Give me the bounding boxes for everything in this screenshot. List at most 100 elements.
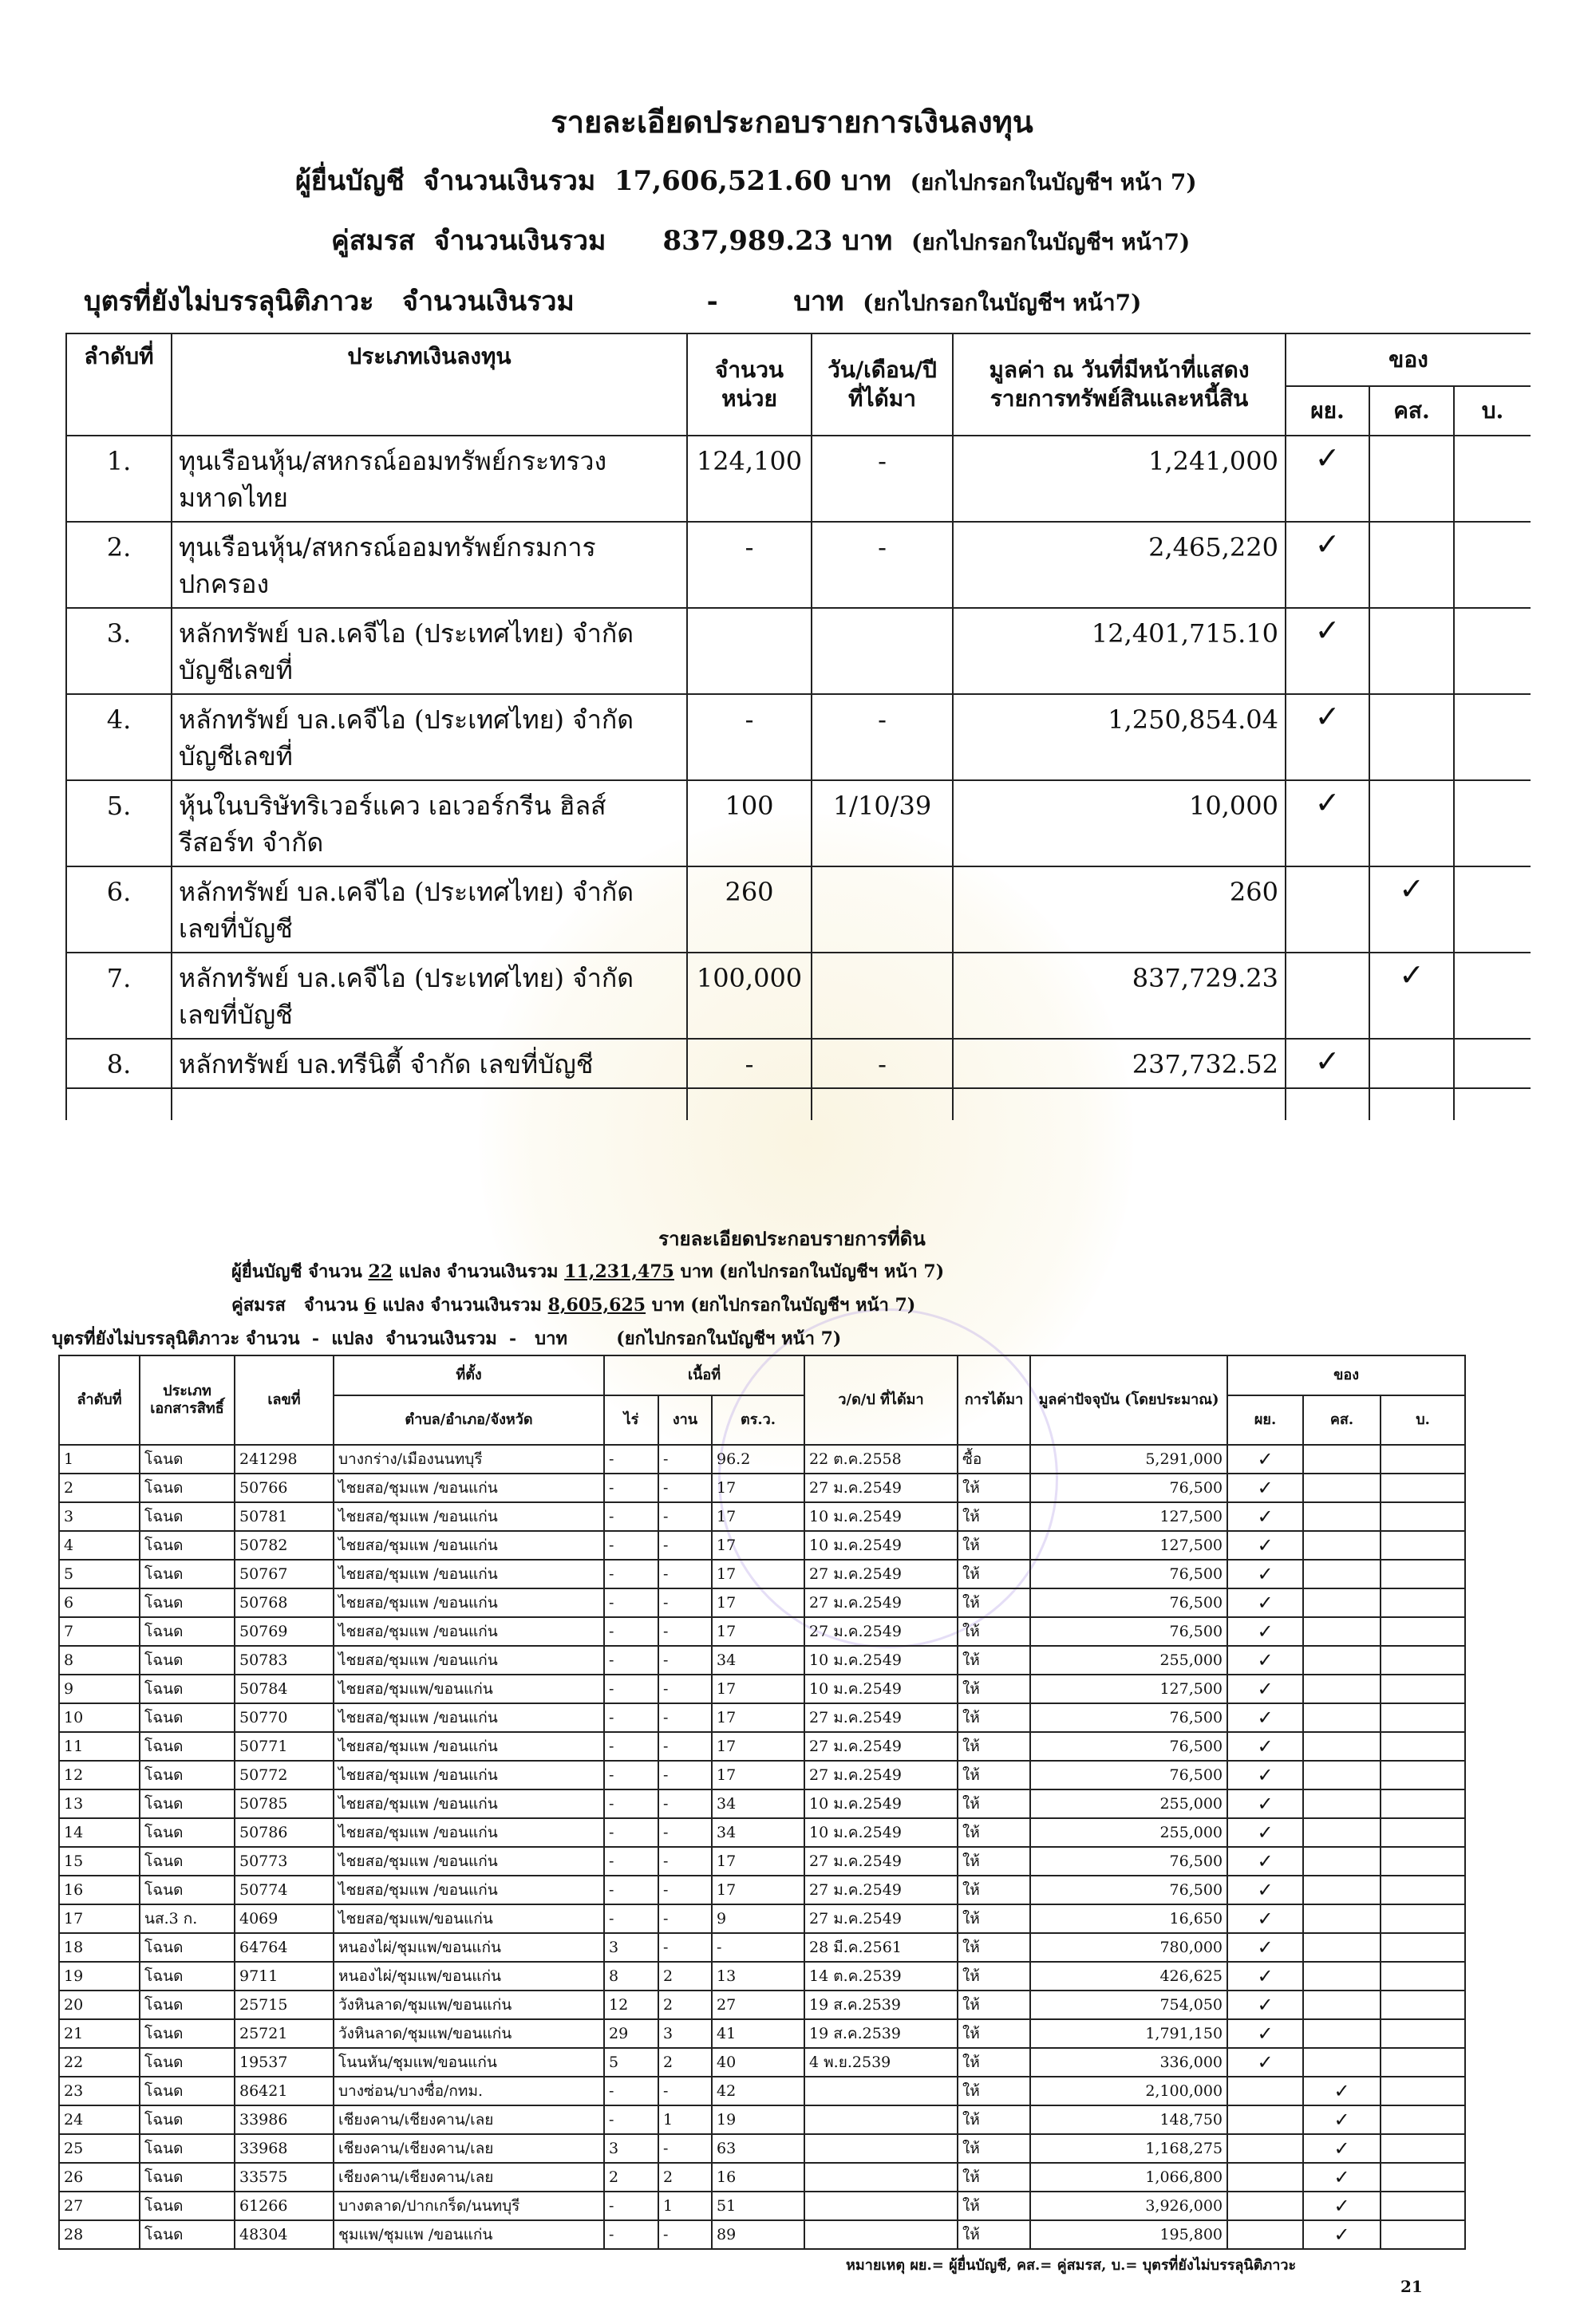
table-row: 28 โฉนด 48304 ชุมแพ/ชุมแพ /ขอนแก่น - -89 ให้ 19… bbox=[58, 2219, 1467, 2250]
row-doc-type: โฉนด bbox=[139, 1530, 235, 1561]
checkmark-icon: ✓ bbox=[1257, 1936, 1274, 1959]
land-table: ลำดับที่ ประเภทเอกสารสิทธิ์ เลขที่ ที่ตั… bbox=[58, 1355, 1467, 2250]
owner-cell-2 bbox=[1453, 607, 1531, 695]
row-rai: - bbox=[603, 1760, 659, 1790]
row-value: 260 bbox=[952, 866, 1286, 953]
row-location: ไชยสอ/ชุมแพ /ขอนแก่น bbox=[333, 1731, 605, 1762]
row-acquired: ให้ bbox=[957, 1961, 1032, 1991]
row-ngan: - bbox=[658, 1674, 713, 1704]
owner-cell-0: ✓ bbox=[1227, 1616, 1305, 1647]
owner-cell-2 bbox=[1380, 1789, 1467, 1819]
row-doc-type: โฉนด bbox=[139, 1731, 235, 1762]
row-date bbox=[811, 607, 954, 695]
row-rai: - bbox=[603, 2191, 659, 2221]
row-ngan: - bbox=[658, 2133, 713, 2164]
table-row: 10 โฉนด 50770 ไชยสอ/ชุมแพ /ขอนแก่น - -17 27 ม.… bbox=[58, 1703, 1467, 1733]
header-location-sub: ตำบล/อำเภอ/จังหวัด bbox=[333, 1395, 605, 1446]
row-location: เชียงคาน/เชียงคาน/เลย bbox=[333, 2105, 605, 2135]
owner-cell-1 bbox=[1302, 2047, 1382, 2077]
owner-cell-1 bbox=[1302, 1760, 1382, 1790]
header-doc-type: ประเภทเอกสารสิทธิ์ bbox=[139, 1355, 235, 1446]
owner-cell-1: ✓ bbox=[1302, 2191, 1382, 2221]
row-acquired: ให้ bbox=[957, 1760, 1032, 1790]
row-date bbox=[811, 866, 954, 953]
owner-cell-1 bbox=[1302, 1703, 1382, 1733]
investments-summary-spouse: คู่สมรส จำนวนเงินรวม 837,989.23 บาท (ยกไ… bbox=[331, 225, 1191, 257]
row-location: หนองไผ่/ชุมแพ/ขอนแก่น bbox=[333, 1932, 605, 1963]
row-rai: 29 bbox=[603, 2018, 659, 2049]
owner-cell-1: ✓ bbox=[1369, 866, 1455, 953]
row-value: 195,800 bbox=[1029, 2219, 1229, 2250]
row-wa: 17 bbox=[710, 1530, 806, 1561]
row-value: 1,250,854.04 bbox=[952, 693, 1286, 781]
row-wa: 17 bbox=[710, 1588, 806, 1618]
row-type: ทุนเรือนหุ้น/สหกรณ์ออมทรัพย์กระทรวงมหาดไ… bbox=[171, 435, 688, 523]
row-rai: - bbox=[603, 1530, 659, 1561]
table-row: 5. หุ้นในบริษัทริเวอร์แคว เอเวอร์กรีน ฮิล… bbox=[65, 779, 1531, 867]
row-acquired: ซื้อ bbox=[957, 1444, 1032, 1474]
row-type: หลักทรัพย์ บล.เคจีไอ (ประเทศไทย) จำกัด เ… bbox=[171, 866, 688, 953]
row-acquired: ให้ bbox=[957, 2018, 1032, 2049]
owner-cell-0: ✓ bbox=[1227, 1559, 1305, 1589]
owner-cell-1 bbox=[1302, 1588, 1382, 1618]
table-row: 8 โฉนด 50783 ไชยสอ/ชุมแพ /ขอนแก่น - -34 10 ม.ค… bbox=[58, 1645, 1467, 1675]
row-no: 1 bbox=[58, 1444, 140, 1474]
row-ngan: - bbox=[658, 1875, 713, 1905]
owner-cell-2 bbox=[1380, 1444, 1467, 1474]
owner-cell-0: ✓ bbox=[1227, 1674, 1305, 1704]
owner-cell-1 bbox=[1302, 1473, 1382, 1503]
owner-cell-0: ✓ bbox=[1227, 2018, 1305, 2049]
owner-cell-1 bbox=[1302, 1932, 1382, 1963]
row-doc-type: โฉนด bbox=[139, 1588, 235, 1618]
row-acquired: ให้ bbox=[957, 1588, 1032, 1618]
row-number: 86421 bbox=[234, 2076, 334, 2106]
header-no: ลำดับที่ bbox=[58, 1355, 140, 1446]
owner-cell-0: ✓ bbox=[1227, 1760, 1305, 1790]
owner-cell-2 bbox=[1380, 1703, 1467, 1733]
owner-cell-0: ✓ bbox=[1285, 779, 1370, 867]
row-no: 8 bbox=[58, 1645, 140, 1675]
owner-cell-1 bbox=[1302, 2018, 1382, 2049]
owner-cell-0: ✓ bbox=[1227, 1875, 1305, 1905]
row-number: 50770 bbox=[234, 1703, 334, 1733]
checkmark-icon: ✓ bbox=[1314, 1044, 1341, 1079]
row-ngan: - bbox=[658, 1444, 713, 1474]
row-number: 19537 bbox=[234, 2047, 334, 2077]
header-owner-child: บ. bbox=[1453, 385, 1531, 436]
owner-cell-0: ✓ bbox=[1227, 1932, 1305, 1963]
row-location: โนนหัน/ชุมแพ/ขอนแก่น bbox=[333, 2047, 605, 2077]
row-units: - bbox=[686, 521, 812, 609]
row-acquired: ให้ bbox=[957, 2047, 1032, 2077]
row-date: 27 ม.ค.2549 bbox=[804, 1875, 959, 1905]
table-row: 13 โฉนด 50785 ไชยสอ/ชุมแพ /ขอนแก่น - -34 10 ม.… bbox=[58, 1789, 1467, 1819]
row-wa: 13 bbox=[710, 1961, 806, 1991]
header-value: มูลค่าปัจจุบัน (โดยประมาณ) bbox=[1029, 1355, 1229, 1446]
row-doc-type: โฉนด bbox=[139, 1932, 235, 1963]
row-wa: 34 bbox=[710, 1789, 806, 1819]
row-date bbox=[804, 2076, 959, 2106]
owner-cell-1 bbox=[1302, 1674, 1382, 1704]
row-no: 25 bbox=[58, 2133, 140, 2164]
row-acquired: ให้ bbox=[957, 1846, 1032, 1876]
row-number: 50774 bbox=[234, 1875, 334, 1905]
owner-cell-1: ✓ bbox=[1302, 2076, 1382, 2106]
row-no: 27 bbox=[58, 2191, 140, 2221]
row-location: ไชยสอ/ชุมแพ /ขอนแก่น bbox=[333, 1846, 605, 1876]
row-date: 19 ส.ค.2539 bbox=[804, 1990, 959, 2020]
row-value: 148,750 bbox=[1029, 2105, 1229, 2135]
row-wa: 42 bbox=[710, 2076, 806, 2106]
row-no: 15 bbox=[58, 1846, 140, 1876]
row-value: 237,732.52 bbox=[952, 1038, 1286, 1089]
owner-cell-2 bbox=[1453, 1038, 1531, 1089]
owner-cell-0 bbox=[1285, 952, 1370, 1040]
row-units bbox=[686, 607, 812, 695]
row-ngan: - bbox=[658, 1932, 713, 1963]
header-owner-filer: ผย. bbox=[1227, 1395, 1305, 1446]
header-number: เลขที่ bbox=[234, 1355, 334, 1446]
row-ngan: - bbox=[658, 1530, 713, 1561]
table-row: 3. หลักทรัพย์ บล.เคจีไอ (ประเทศไทย) จำกัด… bbox=[65, 607, 1531, 695]
row-value: 16,650 bbox=[1029, 1904, 1229, 1934]
row-no: 5 bbox=[58, 1559, 140, 1589]
owner-cell-2 bbox=[1380, 2219, 1467, 2250]
row-ngan: - bbox=[658, 1817, 713, 1848]
